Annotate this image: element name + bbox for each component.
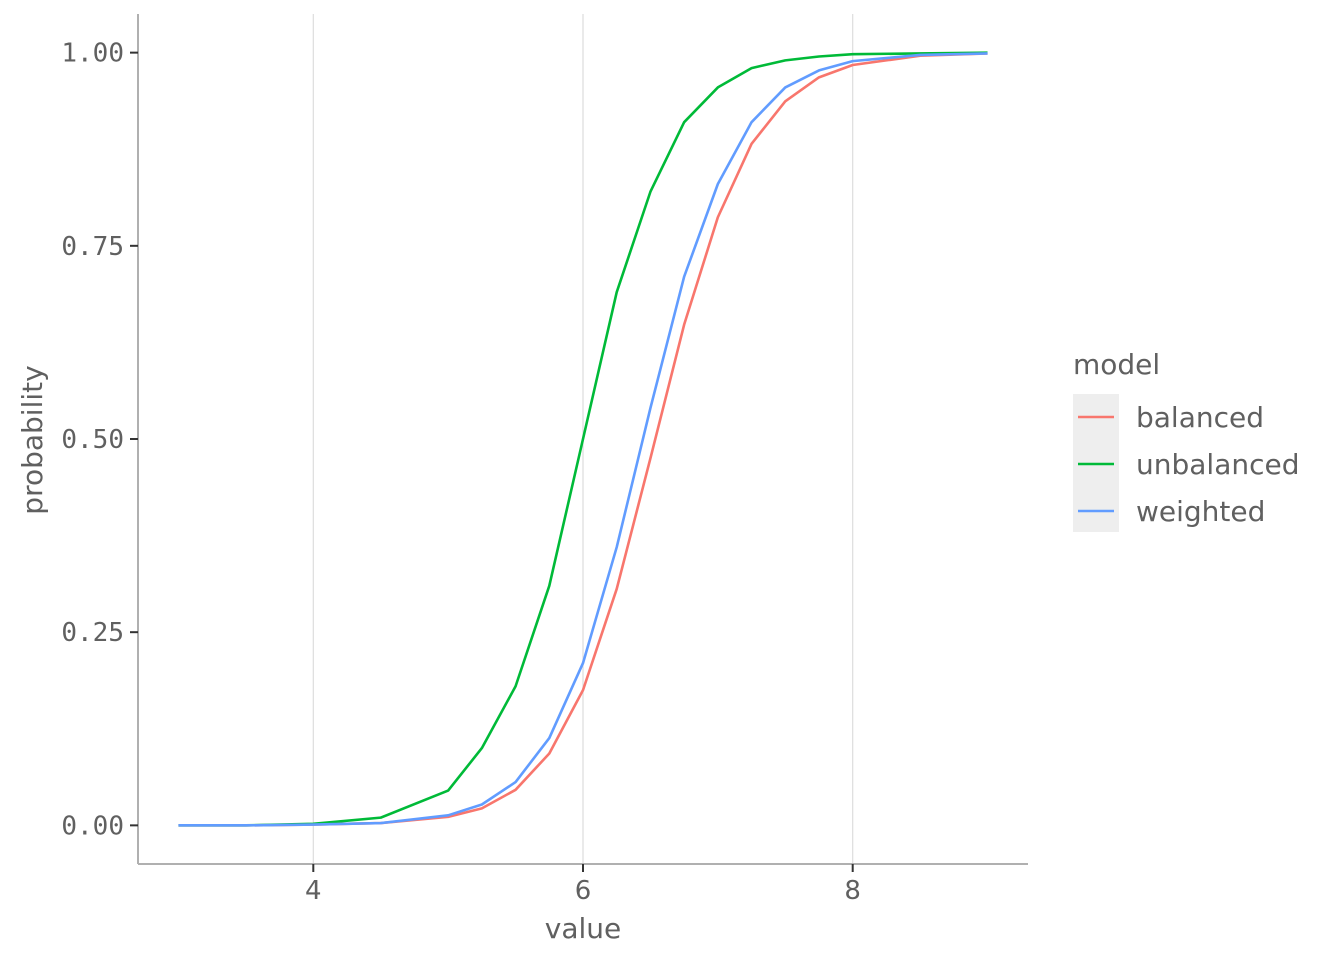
- y-tick-label: 0.25: [61, 618, 124, 648]
- legend-label-unbalanced: unbalanced: [1136, 448, 1300, 481]
- series-line-unbalanced: [178, 51, 988, 827]
- legend: model balanced unbalanced weighted: [1073, 348, 1300, 532]
- legend-label-weighted: weighted: [1136, 495, 1265, 528]
- legend-label-balanced: balanced: [1136, 401, 1264, 434]
- x-tick-label: 6: [575, 876, 592, 906]
- x-axis-title: value: [545, 912, 621, 945]
- y-axis-title: probability: [16, 365, 49, 514]
- y-tick-label: 0.50: [61, 425, 124, 455]
- series-line-weighted: [178, 52, 988, 827]
- ticks: 0.00 0.25 0.50 0.75 1.00 4 6 8: [61, 39, 861, 906]
- series-lines: [178, 51, 988, 827]
- x-tick-label: 8: [844, 876, 861, 906]
- legend-title: model: [1073, 348, 1160, 381]
- y-tick-label: 0.00: [61, 811, 124, 841]
- legend-items: balanced unbalanced weighted: [1078, 401, 1300, 528]
- y-tick-label: 1.00: [61, 39, 124, 69]
- y-tick-label: 0.75: [61, 232, 124, 262]
- x-tick-label: 4: [305, 876, 322, 906]
